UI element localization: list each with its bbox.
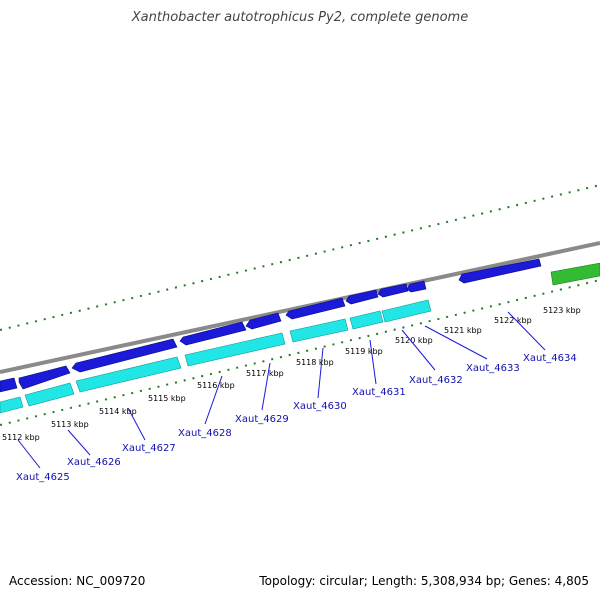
gene-label: Xaut_4634 [523, 353, 577, 364]
backbone-line [0, 241, 600, 374]
map-title: Xanthobacter autotrophicus Py2, complete… [131, 10, 469, 25]
accession-text: Accession: NC_009720 [9, 574, 146, 588]
gene-forward [0, 377, 18, 393]
kbp-label: 5113 kbp [51, 420, 89, 429]
kbp-label: 5123 kbp [543, 306, 581, 315]
gene-forward [406, 280, 427, 293]
gene-label: Xaut_4633 [466, 363, 520, 374]
kbp-label: 5114 kbp [99, 407, 137, 416]
kbp-labels: 5112 kbp 5113 kbp 5114 kbp 5115 kbp 5116… [2, 306, 581, 442]
kbp-label: 5120 kbp [395, 336, 433, 345]
forward-genes [0, 258, 542, 393]
outer-tick-track [0, 184, 600, 331]
gene-label: Xaut_4626 [67, 457, 121, 468]
gene-forward [71, 338, 178, 373]
label-line [127, 407, 146, 441]
kbp-label: 5121 kbp [444, 326, 482, 335]
kbp-label: 5122 kbp [494, 316, 532, 325]
gene-label: Xaut_4627 [122, 443, 176, 454]
gene-reverse [381, 299, 432, 323]
label-line [67, 429, 91, 456]
kbp-label: 5119 kbp [345, 347, 383, 356]
gene-label: Xaut_4632 [409, 375, 463, 386]
inner-tick-track [0, 279, 600, 426]
gene-forward [458, 258, 542, 284]
highlight-genes [550, 262, 600, 286]
gene-label: Xaut_4625 [16, 472, 70, 483]
label-line [401, 329, 436, 371]
kbp-label: 5117 kbp [246, 369, 284, 378]
gene-forward [179, 321, 247, 346]
reverse-genes [0, 299, 432, 414]
label-line [261, 362, 271, 411]
gene-reverse [184, 332, 286, 367]
gene-reverse [349, 310, 384, 330]
gene-forward [377, 283, 409, 298]
gene-highlight [550, 262, 600, 286]
label-line [317, 347, 324, 399]
gene-label: Xaut_4629 [235, 414, 289, 425]
backbone [0, 241, 600, 374]
gene-label: Xaut_4628 [178, 428, 232, 439]
gene-reverse [0, 396, 24, 414]
gene-forward [18, 365, 71, 390]
gene-forward [345, 289, 379, 305]
gene-forward [285, 297, 346, 320]
gene-forward [245, 312, 282, 330]
gene-label: Xaut_4631 [352, 387, 406, 398]
gene-reverse [24, 382, 75, 407]
genome-summary: Topology: circular; Length: 5,308,934 bp… [259, 574, 589, 588]
gene-labels: Xaut_4625 Xaut_4626 Xaut_4627 Xaut_4628 … [16, 353, 577, 483]
inner-tick-dots [0, 279, 600, 426]
label-line [17, 439, 41, 469]
gene-reverse [289, 318, 349, 343]
kbp-label: 5116 kbp [197, 381, 235, 390]
label-lines [17, 311, 546, 469]
label-line [369, 339, 377, 385]
gene-reverse [75, 356, 182, 393]
label-line [507, 311, 546, 351]
gene-label: Xaut_4630 [293, 401, 347, 412]
kbp-label: 5118 kbp [296, 358, 334, 367]
label-line [204, 375, 223, 425]
outer-tick-dots [0, 184, 600, 331]
kbp-label: 5115 kbp [148, 394, 186, 403]
kbp-label: 5112 kbp [2, 433, 40, 442]
label-line [424, 325, 488, 360]
